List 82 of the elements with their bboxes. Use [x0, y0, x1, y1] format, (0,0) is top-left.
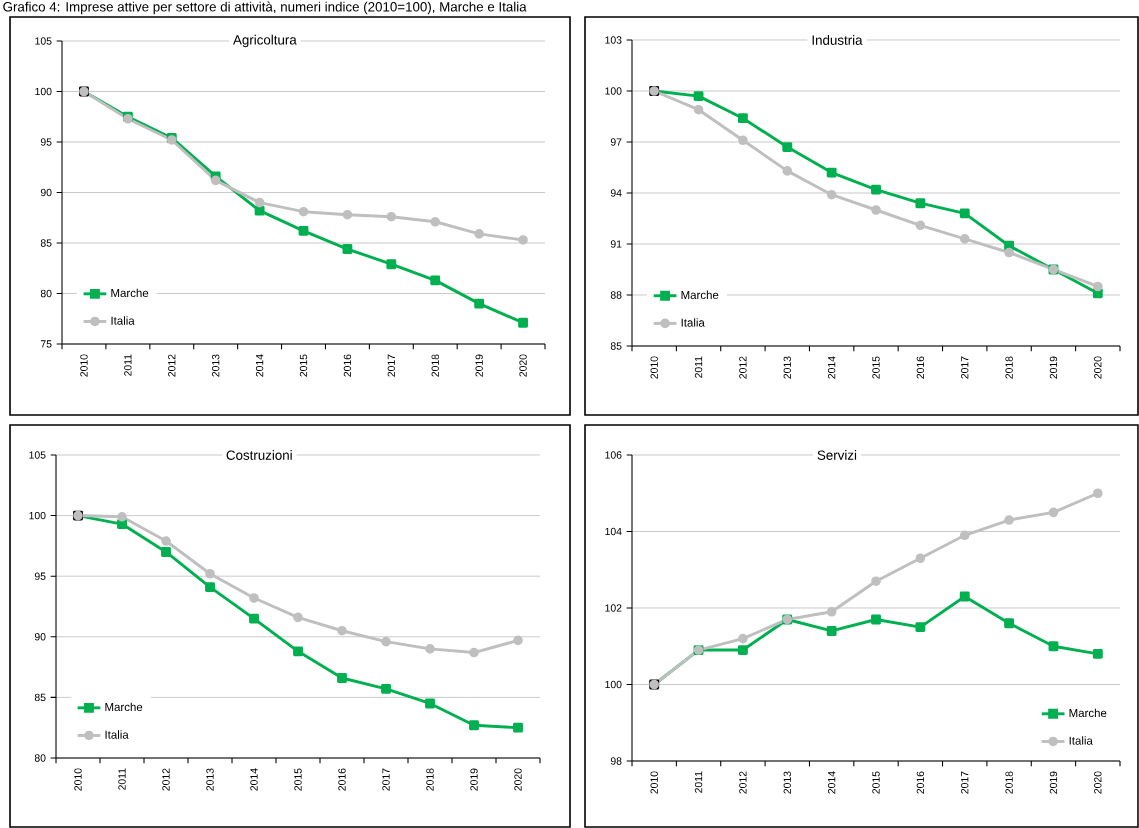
x-tick-label: 2017 [387, 354, 396, 377]
x-tick-label: 2015 [294, 768, 302, 791]
y-tick-label: 97 [610, 138, 622, 146]
x-tick-label: 2019 [470, 768, 478, 791]
x-tick-label: 2019 [1049, 356, 1058, 379]
y-tick-label: 80 [40, 289, 52, 298]
y-tick-label: 75 [40, 340, 52, 348]
x-tick-label: 2014 [827, 771, 836, 794]
x-tick-label: 2011 [694, 356, 703, 378]
y-tick-label: 85 [40, 239, 52, 247]
legend-label: Marche [1069, 708, 1107, 718]
y-tick-label: 106 [605, 451, 622, 459]
x-tick-label: 2017 [382, 768, 390, 791]
y-tick-label: 90 [34, 633, 46, 641]
chart-title: Servizi [817, 450, 857, 460]
x-tick-label: 2013 [206, 768, 214, 791]
x-tick-label: 2018 [426, 768, 434, 791]
x-tick-label: 2014 [255, 354, 264, 377]
x-tick-label: 2012 [739, 771, 747, 794]
y-tick-label: 104 [605, 527, 622, 536]
x-tick-label: 2019 [1049, 771, 1058, 794]
x-tick-label: 2020 [519, 354, 527, 377]
legend-label: Marche [105, 702, 143, 712]
x-tick-label: 2018 [1005, 356, 1013, 379]
x-tick-label: 2013 [783, 771, 791, 794]
x-tick-label: 2020 [1094, 356, 1102, 379]
x-tick-label: 2010 [650, 771, 658, 794]
legend-label: Italia [1069, 736, 1093, 745]
x-tick-label: 2014 [827, 356, 836, 379]
legend-label: Marche [111, 288, 149, 298]
x-tick-label: 2010 [74, 768, 82, 791]
y-tick-label: 80 [34, 754, 46, 762]
y-tick-label: 88 [610, 291, 622, 299]
y-tick-label: 85 [610, 342, 622, 350]
x-tick-label: 2017 [961, 771, 969, 794]
legend-label: Italia [105, 730, 129, 739]
x-tick-label: 2018 [431, 354, 439, 377]
y-tick-label: 85 [34, 693, 46, 702]
x-tick-label: 2011 [694, 771, 703, 793]
x-tick-label: 2010 [80, 354, 88, 377]
y-tick-label: 95 [40, 138, 52, 146]
x-tick-label: 2017 [961, 356, 969, 379]
x-tick-label: 2018 [1005, 771, 1013, 794]
x-tick-label: 2016 [338, 768, 346, 791]
y-tick-label: 98 [610, 757, 622, 765]
x-tick-label: 2012 [168, 354, 176, 377]
x-tick-label: 2012 [739, 356, 747, 379]
x-tick-label: 2015 [872, 771, 880, 794]
y-tick-label: 103 [605, 36, 622, 44]
chart-title: Agricoltura [233, 34, 297, 48]
x-tick-label: 2020 [1094, 771, 1102, 794]
x-tick-label: 2014 [250, 768, 258, 791]
y-tick-label: 94 [610, 189, 622, 197]
x-tick-label: 2012 [162, 768, 170, 791]
chart-title: Costruzioni [226, 450, 292, 460]
x-tick-label: 2011 [118, 768, 126, 790]
y-tick-label: 91 [610, 240, 622, 248]
y-tick-label: 100 [605, 680, 622, 689]
legend-label: Italia [681, 318, 705, 327]
y-tick-label: 105 [35, 37, 52, 45]
x-tick-label: 2013 [783, 356, 791, 379]
y-tick-label: 100 [29, 511, 46, 520]
y-tick-label: 100 [35, 87, 52, 96]
x-tick-label: 2016 [916, 771, 925, 794]
x-tick-label: 2020 [514, 768, 522, 791]
x-tick-label: 2015 [872, 356, 880, 379]
x-tick-label: 2013 [212, 354, 220, 377]
y-tick-label: 90 [40, 188, 52, 197]
x-tick-label: 2016 [916, 356, 925, 379]
y-tick-label: 102 [605, 604, 622, 612]
y-tick-label: 105 [29, 451, 46, 459]
x-tick-label: 2011 [124, 354, 132, 376]
chart-title: Industria [812, 35, 863, 45]
legend-label: Italia [111, 316, 135, 325]
legend-label: Marche [681, 290, 719, 300]
text: Grafico 4: Imprese attive per settore di attività, numeri indice (2010=100), Marche e Italia [3, 1, 527, 15]
x-tick-label: 2010 [650, 356, 658, 379]
x-tick-label: 2019 [475, 354, 483, 377]
x-tick-label: 2015 [299, 354, 308, 377]
y-tick-label: 100 [605, 87, 622, 95]
y-tick-label: 95 [34, 572, 46, 580]
x-tick-label: 2016 [343, 354, 352, 377]
